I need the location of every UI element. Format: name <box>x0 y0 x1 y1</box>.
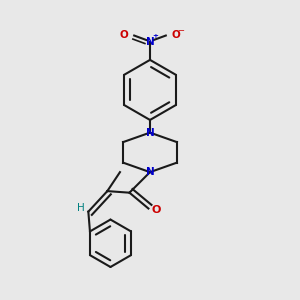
Text: N: N <box>146 128 154 138</box>
Text: O: O <box>152 205 161 215</box>
Text: N: N <box>146 167 154 177</box>
Text: −: − <box>178 26 184 35</box>
Text: O: O <box>119 30 128 40</box>
Text: O: O <box>172 30 181 40</box>
Text: H: H <box>76 203 84 214</box>
Text: +: + <box>152 32 158 38</box>
Text: N: N <box>146 38 154 47</box>
